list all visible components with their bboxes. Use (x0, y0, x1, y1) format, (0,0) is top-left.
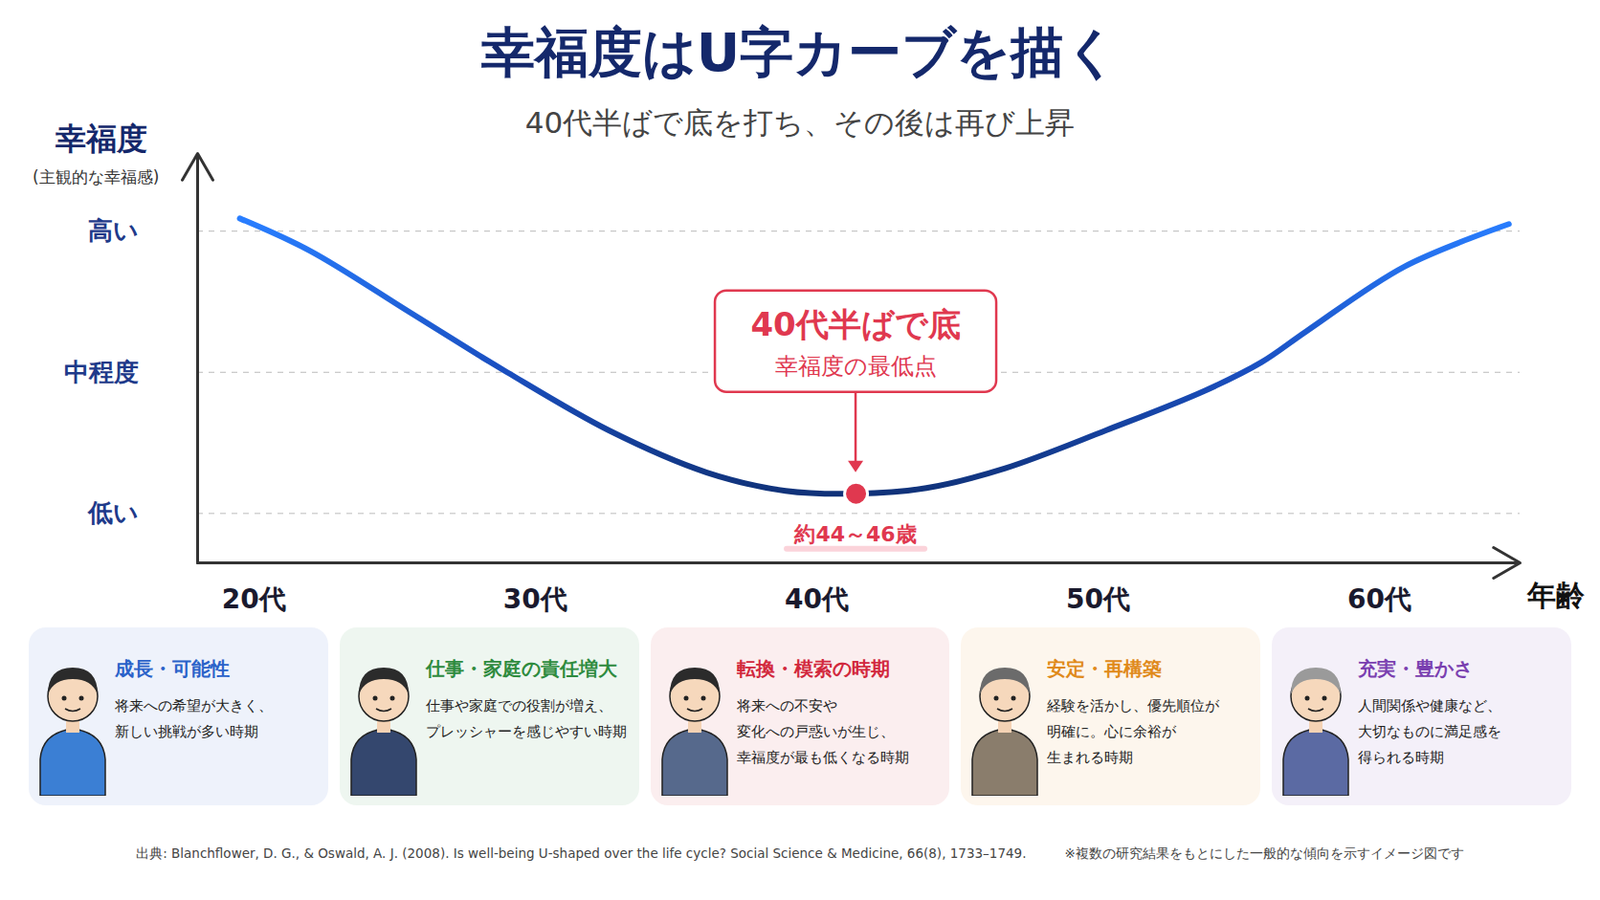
html-text:転換・模索の時期: 転換・模索の時期 (736, 657, 890, 681)
html-text:人間関係や健康など、: 人間関係や健康など、 (1358, 698, 1502, 714)
html-text:仕事や家庭での役割が増え、: 仕事や家庭での役割が増え、 (425, 698, 613, 714)
html-text:幸福度: 幸福度 (55, 120, 148, 157)
svg-text:約44～46歳: 約44～46歳 (793, 522, 916, 547)
html-text:年齢: 年齢 (1527, 578, 1585, 613)
svg-text:低い: 低い (87, 498, 139, 528)
svg-text:40代半ばで底: 40代半ばで底 (750, 305, 960, 344)
html-text:充実・豊かさ: 充実・豊かさ (1358, 657, 1473, 681)
svg-text:20代: 20代 (222, 583, 287, 616)
html-text:明確に。心に余裕が: 明確に。心に余裕が (1047, 724, 1177, 740)
html-text:成長・可能性: 成長・可能性 (114, 657, 230, 681)
svg-text:40代: 40代 (784, 583, 849, 616)
svg-text:高い: 高い (88, 216, 139, 245)
html-text:※複数の研究結果をもとにした一般的な傾向を示すイメージ図です: ※複数の研究結果をもとにした一般的な傾向を示すイメージ図です (1064, 845, 1464, 862)
html-text:大切なものに満足感を: 大切なものに満足感を (1358, 724, 1502, 740)
html-text:幸福度が最も低くなる時期: 幸福度が最も低くなる時期 (736, 749, 909, 766)
html-text:生まれる時期: 生まれる時期 (1047, 749, 1134, 766)
html-text:仕事・家庭の責任増大: 仕事・家庭の責任増大 (425, 657, 618, 681)
html-text:得られる時期: 得られる時期 (1358, 749, 1445, 766)
svg-text:中程度: 中程度 (64, 357, 139, 387)
html-text:プレッシャーを感じやすい時期: プレッシャーを感じやすい時期 (425, 724, 627, 740)
html-text:将来への不安や: 将来への不安や (736, 698, 837, 714)
svg-text:幸福度の最低点: 幸福度の最低点 (775, 353, 937, 380)
html-text:出典: Blanchflower, D. G., & Osw: 出典: Blanchflower, D. G., & Oswald, A. J.… (136, 845, 1027, 862)
html-text:新しい挑戦が多い時期: 新しい挑戦が多い時期 (114, 724, 259, 740)
html-text:40代半ばで底を打ち、その後は再び上昇: 40代半ばで底を打ち、その後は再び上昇 (525, 105, 1075, 140)
html-text:変化への戸惑いが生じ、: 変化への戸惑いが生じ、 (736, 724, 895, 740)
svg-text:60代: 60代 (1347, 583, 1412, 616)
html-text:安定・再構築: 安定・再構築 (1047, 657, 1163, 681)
html-text:経験を活かし、優先順位が: 経験を活かし、優先順位が (1047, 698, 1220, 714)
html-text:(主観的な幸福感): (主観的な幸福感) (32, 167, 160, 187)
svg-text:30代: 30代 (503, 583, 568, 616)
html-text:将来への希望が大きく、: 将来への希望が大きく、 (114, 698, 273, 714)
html-text:幸福度はU字カーブを描く: 幸福度はU字カーブを描く (481, 21, 1119, 84)
svg-text:50代: 50代 (1066, 583, 1131, 616)
